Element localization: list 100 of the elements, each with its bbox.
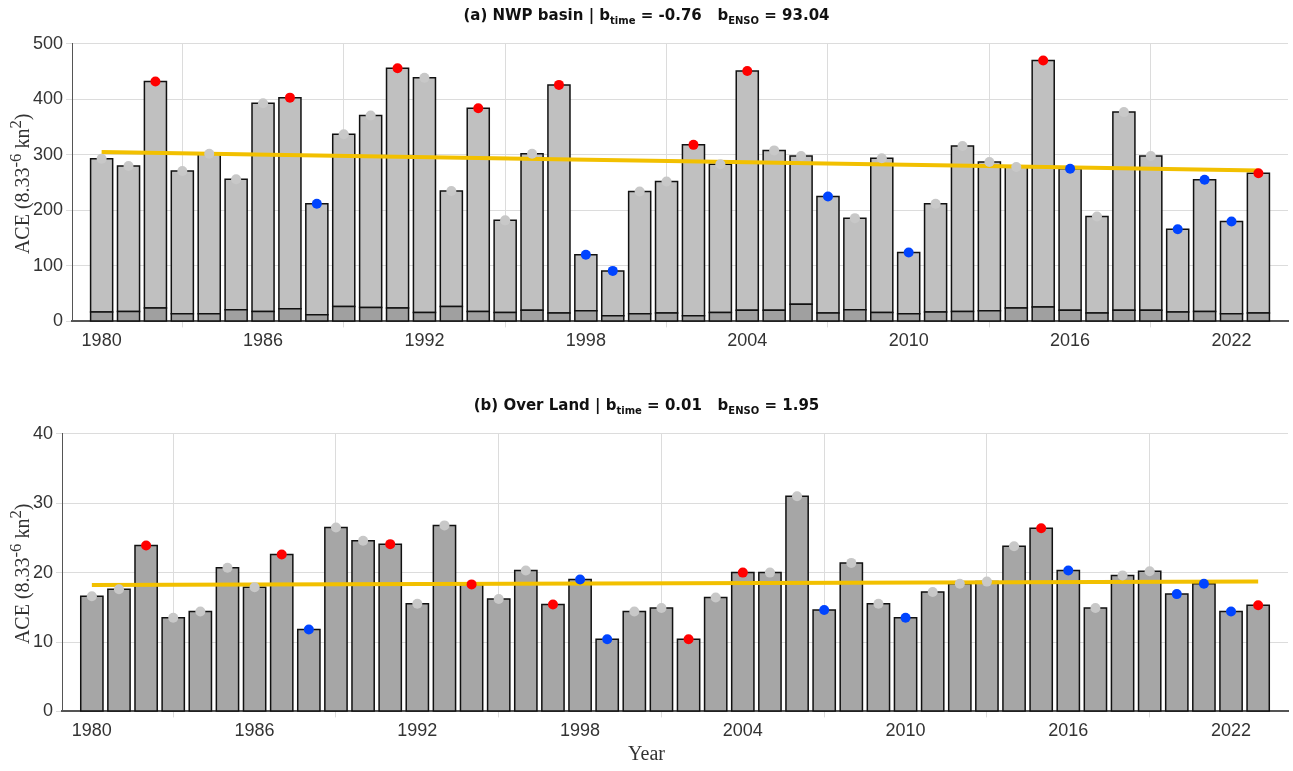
point <box>385 539 396 550</box>
point <box>1036 523 1047 534</box>
x-axis-title: Year <box>627 742 666 765</box>
x-tick-label: 1986 <box>243 330 284 351</box>
point <box>683 634 694 645</box>
point <box>634 186 645 197</box>
point <box>792 491 803 502</box>
point <box>769 145 780 156</box>
x-tick-label: 1998 <box>565 330 606 351</box>
point <box>796 150 807 161</box>
point <box>168 612 179 623</box>
point <box>311 198 322 209</box>
y-tick-label: 200 <box>32 199 64 220</box>
point <box>466 579 477 590</box>
point <box>419 72 430 83</box>
point <box>822 191 833 202</box>
point <box>984 157 995 168</box>
point <box>981 576 992 587</box>
point <box>954 578 965 589</box>
point <box>764 567 775 578</box>
point <box>819 605 830 616</box>
x-tick-label: 2022 <box>1211 330 1252 351</box>
point <box>358 535 369 546</box>
point <box>123 160 134 171</box>
y-tick-label: 400 <box>32 88 64 109</box>
point <box>338 129 349 140</box>
point <box>580 249 591 260</box>
point <box>930 198 941 209</box>
point <box>957 140 968 151</box>
point <box>439 520 450 531</box>
x-tick-label: 2010 <box>888 330 929 351</box>
point <box>1199 174 1210 185</box>
chart-title: (b) Over Land | b$_{time}$ = 0.01 b$_{ENSO}$ = 1.95 <box>472 396 821 416</box>
x-tick-label: 2004 <box>727 330 768 351</box>
x-tick-label: 2022 <box>1211 720 1252 741</box>
point <box>903 247 914 258</box>
point <box>473 103 484 114</box>
point <box>1118 107 1129 118</box>
point <box>742 66 753 77</box>
point <box>547 599 558 610</box>
point <box>900 612 911 623</box>
point <box>276 549 287 560</box>
point <box>1009 541 1020 552</box>
point <box>446 185 457 196</box>
point <box>222 562 233 573</box>
point <box>1011 162 1022 173</box>
point <box>258 98 269 109</box>
point <box>1198 578 1209 589</box>
point <box>1065 163 1076 174</box>
x-tick-label: 2016 <box>1048 720 1089 741</box>
point <box>927 587 938 598</box>
point <box>303 624 314 635</box>
point <box>96 153 107 164</box>
x-tick-label: 1992 <box>397 720 438 741</box>
y-tick-label: 0 <box>43 700 54 721</box>
point <box>493 593 504 604</box>
point <box>86 591 97 602</box>
point <box>231 174 242 185</box>
point <box>553 79 564 90</box>
point <box>150 76 161 87</box>
x-tick-label: 2004 <box>722 720 763 741</box>
point <box>1171 589 1182 600</box>
point <box>1145 150 1156 161</box>
x-tick-label: 1992 <box>404 330 445 351</box>
point <box>1172 224 1183 235</box>
point <box>284 92 295 103</box>
point <box>1144 566 1155 577</box>
point <box>876 153 887 164</box>
point <box>607 265 618 276</box>
point <box>575 574 586 585</box>
point <box>500 215 511 226</box>
point <box>204 148 215 159</box>
point <box>1117 570 1128 581</box>
point <box>1226 216 1237 227</box>
point <box>1226 606 1237 617</box>
x-tick-label: 1980 <box>71 720 112 741</box>
y-tick-label: 40 <box>32 422 54 443</box>
point <box>330 522 341 533</box>
y-tick-label: 10 <box>32 630 54 651</box>
point <box>1063 565 1074 576</box>
chart-title: (a) NWP basin | b$_{time}$ = -0.76 b$_{ENSO}$ = 93.04 <box>462 6 831 26</box>
point <box>177 165 188 176</box>
point <box>249 582 260 593</box>
y-tick-label: 100 <box>32 254 64 275</box>
point <box>195 606 206 617</box>
point <box>141 540 152 551</box>
point <box>1090 602 1101 613</box>
y-tick-label: 30 <box>32 492 54 513</box>
x-tick-label: 1980 <box>81 330 122 351</box>
point <box>661 176 672 187</box>
point <box>412 598 423 609</box>
point <box>688 139 699 150</box>
point <box>527 148 538 159</box>
point <box>1253 600 1264 611</box>
point <box>715 159 726 170</box>
y-tick-label: 500 <box>32 32 64 53</box>
point <box>365 110 376 121</box>
x-tick-label: 1998 <box>560 720 601 741</box>
point <box>1092 211 1102 222</box>
y-tick-label: 0 <box>53 310 64 331</box>
